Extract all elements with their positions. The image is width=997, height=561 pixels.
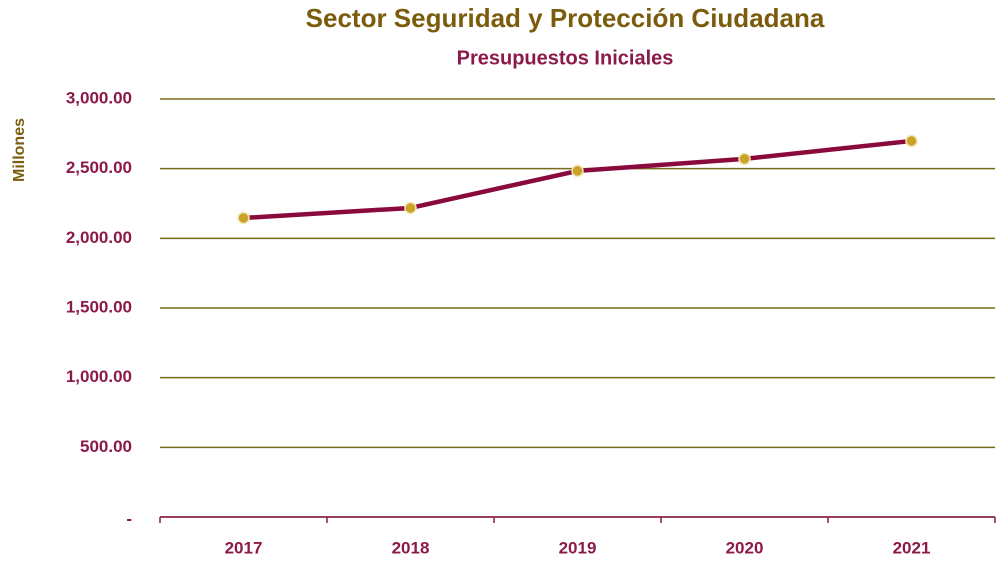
chart-title: Sector Seguridad y Protección Ciudadana <box>306 3 825 33</box>
y-tick-label: 500.00 <box>80 437 132 456</box>
marker <box>738 152 751 166</box>
x-tick-label: 2020 <box>726 538 764 557</box>
y-tick-label: 1,000.00 <box>66 367 132 386</box>
x-tick-label: 2017 <box>225 538 263 557</box>
x-tick-label: 2021 <box>893 538 931 557</box>
x-tick-label: 2019 <box>559 538 597 557</box>
chart-subtitle: Presupuestos Iniciales <box>457 47 674 69</box>
y-axis-label: Millones <box>11 118 28 182</box>
x-tick-label: 2018 <box>392 538 430 557</box>
y-tick-label: 3,000.00 <box>66 88 132 107</box>
marker <box>237 211 250 225</box>
y-tick-label: - <box>126 509 132 528</box>
y-tick-label: 2,000.00 <box>66 228 132 247</box>
y-tick-label: 2,500.00 <box>66 158 132 177</box>
marker <box>404 201 417 215</box>
marker <box>905 134 918 148</box>
line <box>243 138 912 221</box>
y-tick-label: 1,500.00 <box>66 297 132 316</box>
marker <box>571 164 584 178</box>
